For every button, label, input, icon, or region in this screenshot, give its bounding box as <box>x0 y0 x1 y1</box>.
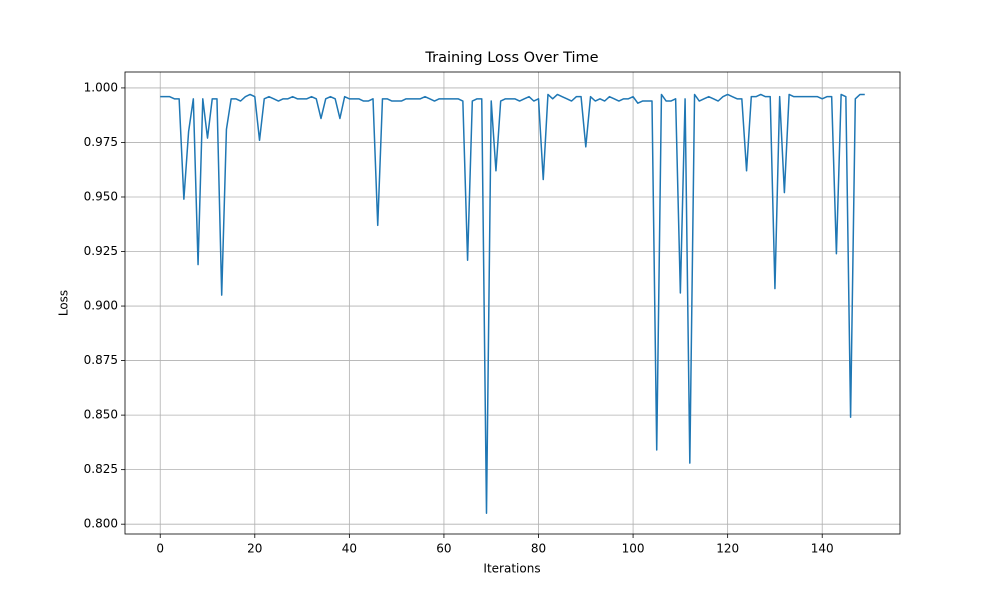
plot-frame <box>124 71 901 535</box>
x-tick-label: 140 <box>811 542 834 556</box>
x-tick-label: 80 <box>531 542 546 556</box>
x-tick-label: 100 <box>622 542 645 556</box>
y-tick-label: 0.800 <box>84 517 118 531</box>
loss-line <box>160 93 865 515</box>
y-tick-label: 0.900 <box>84 299 118 313</box>
x-axis-label: Iterations <box>483 562 540 576</box>
x-tick-label: 0 <box>156 542 164 556</box>
x-tick-label: 60 <box>436 542 451 556</box>
y-tick-label: 0.825 <box>84 462 118 476</box>
y-tick-label: 0.850 <box>84 408 118 422</box>
chart-title: Training Loss Over Time <box>424 50 598 66</box>
y-tick-label: 0.975 <box>84 135 118 149</box>
x-tick-label: 40 <box>342 542 357 556</box>
x-tick-label: 20 <box>247 542 262 556</box>
y-tick-label: 1.000 <box>84 80 118 94</box>
y-tick-label: 0.950 <box>84 189 118 203</box>
y-axis-label: Loss <box>57 290 71 316</box>
x-tick-label: 120 <box>716 542 739 556</box>
y-tick-label: 0.875 <box>84 353 118 367</box>
y-tick-label: 0.925 <box>84 244 118 258</box>
